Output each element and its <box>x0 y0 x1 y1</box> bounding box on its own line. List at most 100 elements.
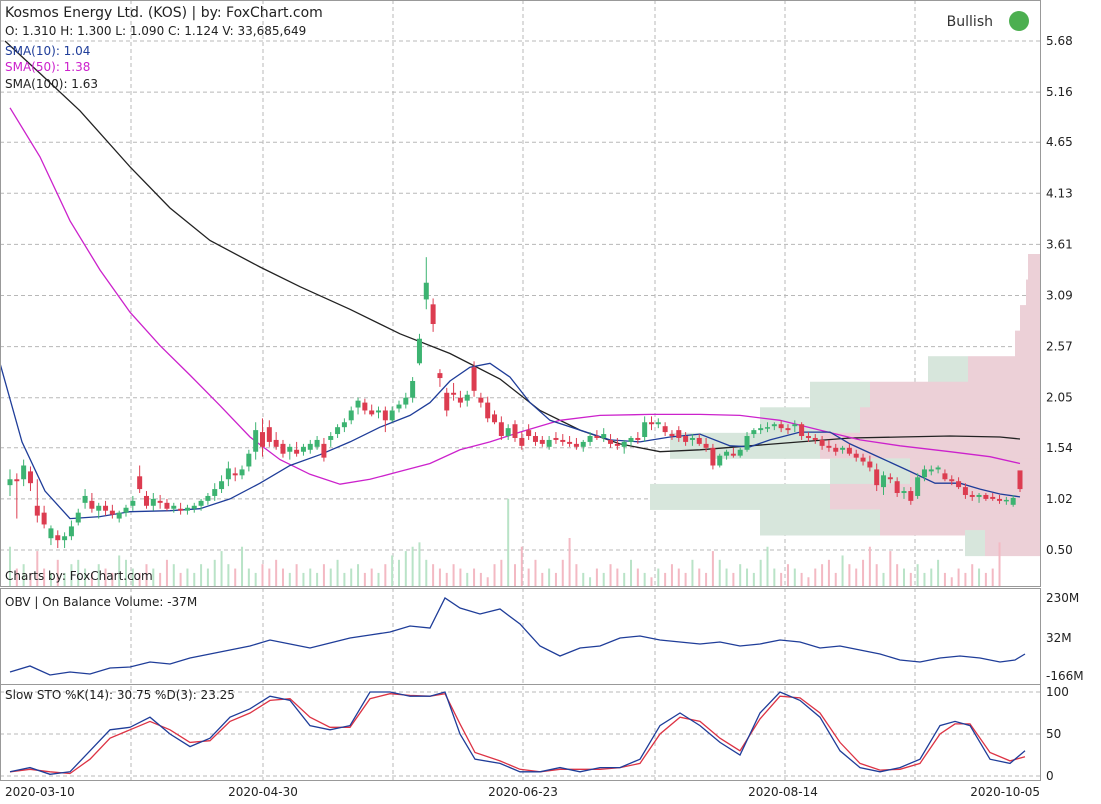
candle-body <box>485 402 491 419</box>
candle-body <box>212 489 218 496</box>
candle-body <box>335 427 341 435</box>
candle-body <box>887 477 893 480</box>
candle-body <box>191 505 197 509</box>
volume-bar <box>316 572 319 586</box>
volume-profile-down-bar <box>860 407 1040 434</box>
candle-body <box>812 437 818 440</box>
volume-bar <box>732 572 735 586</box>
volume-profile-down-bar <box>1020 305 1040 332</box>
candle-body <box>232 473 238 476</box>
candle-body <box>314 439 320 447</box>
volume-bar <box>97 564 100 586</box>
candle-body <box>737 449 743 456</box>
price-tick-label: 4.65 <box>1046 135 1073 149</box>
candle-body <box>416 338 422 364</box>
volume-bar <box>827 559 830 586</box>
volume-bar <box>746 568 749 586</box>
volume-bar <box>77 559 80 586</box>
candle-body <box>942 473 948 480</box>
volume-bar <box>548 568 551 586</box>
volume-bar <box>329 568 332 586</box>
candle-body <box>539 439 545 444</box>
candle-body <box>150 498 156 506</box>
volume-bar <box>159 572 162 586</box>
volume-bar <box>670 564 673 586</box>
candle-body <box>662 426 668 433</box>
axes: 5.68 5.16 4.65 4.13 3.61 3.09 2.57 2.05 1.54 1.02… <box>5 34 1084 799</box>
candle-body <box>505 428 511 437</box>
volume-bar <box>766 546 769 586</box>
candle-body <box>642 422 648 437</box>
sto-d-line <box>9 692 1026 775</box>
sto-k-line <box>9 691 1026 775</box>
candle-body <box>369 410 375 415</box>
candle-body <box>123 507 129 513</box>
volume-bar <box>84 568 87 586</box>
candle-body <box>130 500 136 506</box>
volume-bar <box>500 559 503 586</box>
volume-bar <box>534 559 537 586</box>
volume-bar <box>507 498 510 586</box>
candle-body <box>717 455 723 466</box>
volume-bar <box>698 568 701 586</box>
credit-label: Charts by: FoxChart.com <box>5 569 153 583</box>
candle-body <box>601 434 607 438</box>
candle-body <box>184 507 190 511</box>
volume-bar <box>70 564 73 586</box>
volume-bar <box>56 559 59 586</box>
volume-bar <box>780 572 783 586</box>
candle-body <box>703 443 709 448</box>
legend-sma10: SMA(10): 1.04 <box>5 44 90 58</box>
sto-panel <box>9 691 1026 775</box>
candle-body <box>143 495 149 506</box>
volume-bar <box>957 568 960 586</box>
volume-bar <box>247 568 250 586</box>
candle-body <box>935 467 941 470</box>
candle-body <box>949 479 955 482</box>
candle-body <box>492 414 498 423</box>
volume-bar <box>711 551 714 586</box>
volume-bar <box>418 542 421 586</box>
volume-bar <box>404 551 407 586</box>
volume-profile-down-bar <box>870 381 1040 408</box>
volume-bar <box>9 546 11 586</box>
candles <box>7 257 1023 549</box>
price-tick-label: 5.68 <box>1046 34 1073 48</box>
candle-body <box>403 397 409 405</box>
volume-bar <box>220 551 223 586</box>
price-tick-label: 5.16 <box>1046 85 1073 99</box>
volume-bar <box>343 572 346 586</box>
volume-bar <box>125 559 128 586</box>
obv-tick-label: -166M <box>1046 669 1084 683</box>
volume-bar <box>370 568 373 586</box>
volume-bar <box>568 538 571 586</box>
sto-tick-label: 0 <box>1046 769 1054 783</box>
volume-bar <box>882 572 885 586</box>
volume-bar <box>234 568 237 586</box>
date-tick-label: 2020-03-10 <box>5 785 75 799</box>
volume-bar <box>896 564 899 586</box>
candle-body <box>178 508 184 511</box>
volume-bar <box>206 568 209 586</box>
volume-bar <box>49 572 52 586</box>
volume-bar <box>630 559 633 586</box>
candle-body <box>171 505 177 509</box>
volume-bar <box>15 568 18 586</box>
sto-panel-border <box>0 684 1041 781</box>
price-tick-label: 1.02 <box>1046 492 1073 506</box>
volume-bar <box>691 559 694 586</box>
volume-bar <box>275 559 278 586</box>
candle-body <box>294 449 300 454</box>
volume-bar <box>841 555 844 586</box>
candle-body <box>976 494 982 497</box>
candle-body <box>785 428 791 431</box>
candle-body <box>997 498 1003 501</box>
volume-bar <box>964 572 967 586</box>
candle-body <box>137 476 143 490</box>
volume-bar <box>834 572 837 586</box>
volume-bar <box>295 564 298 586</box>
candle-body <box>348 410 354 421</box>
candle-body <box>471 367 477 391</box>
date-tick-label: 2020-04-30 <box>228 785 298 799</box>
volume-bar <box>971 564 974 586</box>
